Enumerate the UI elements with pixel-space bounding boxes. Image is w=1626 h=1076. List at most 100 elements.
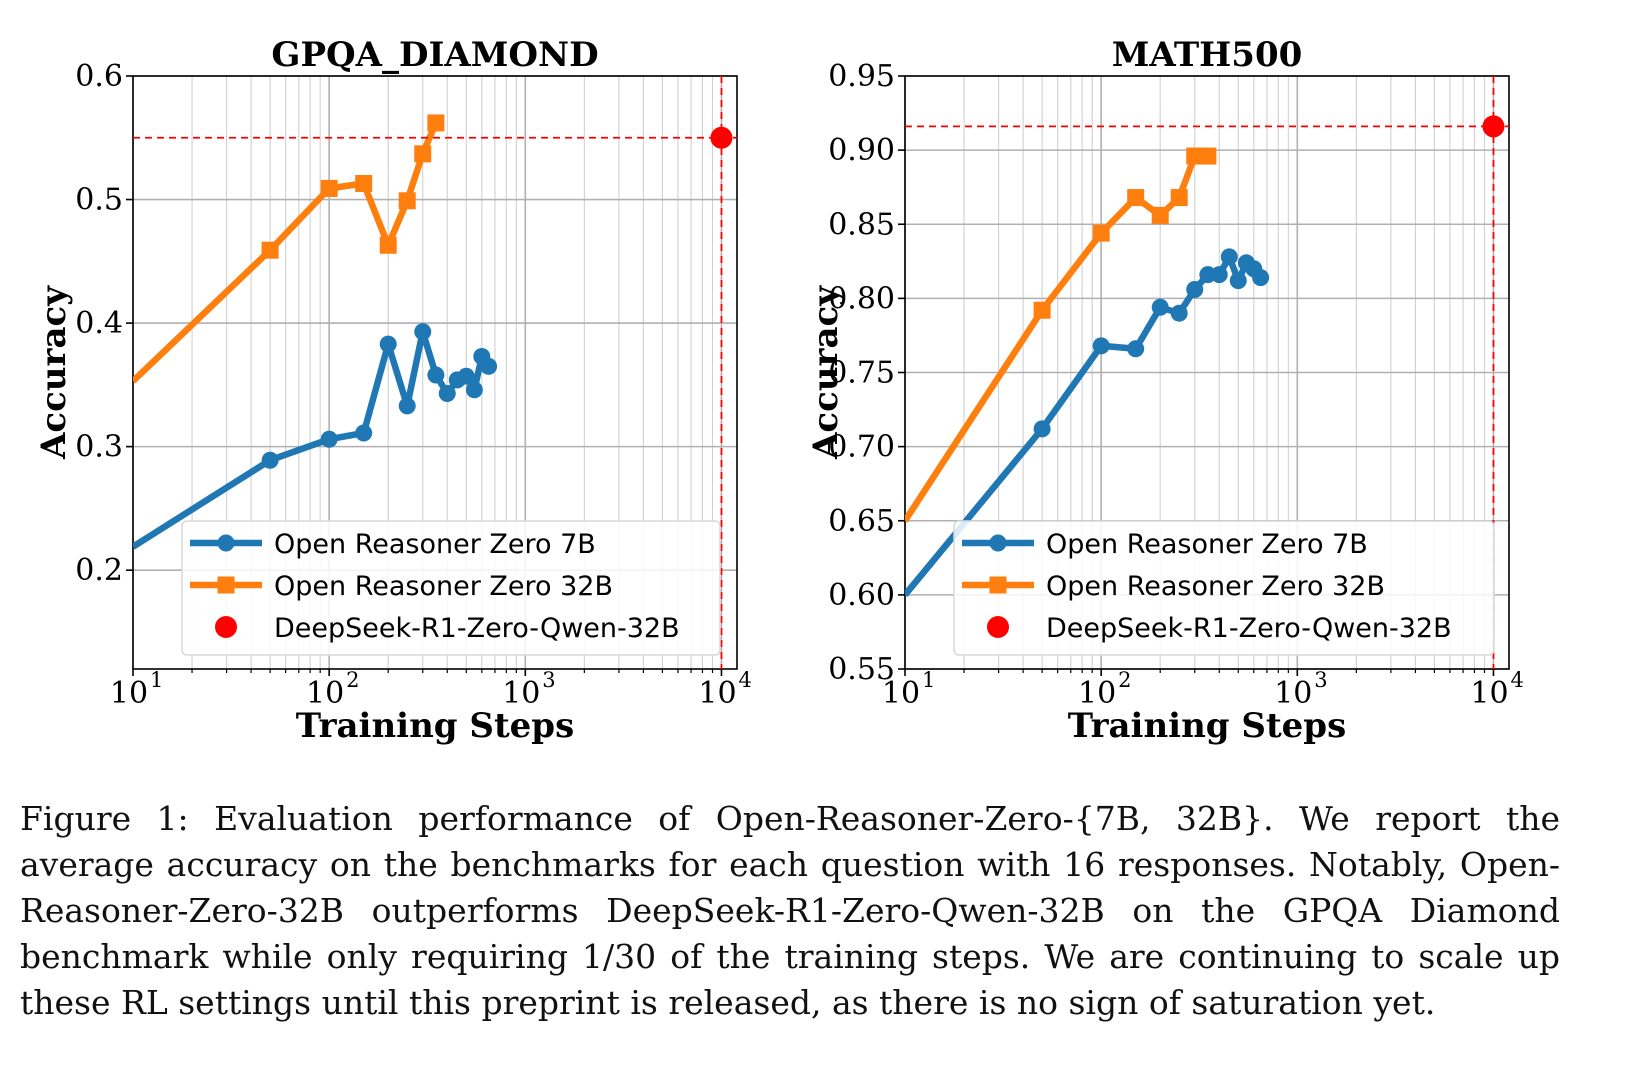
legend-box [181,520,721,656]
x-tick-exponent: 2 [1118,668,1131,692]
data-point [414,323,432,341]
x-tick-exponent: 1 [922,668,935,692]
x-tick-exponent: 4 [738,668,751,692]
plot-frame [132,75,738,670]
x-axis-label: Training Steps [1068,706,1346,746]
x-tick-exponent: 3 [1314,668,1327,692]
legend: Open Reasoner Zero 7B Open Reasoner Zero … [953,520,1495,656]
y-tick-label: 0.80 [828,281,895,316]
data-point [398,192,416,210]
x-tick-label: 10 [1470,676,1508,711]
legend-label: DeepSeek-R1-Zero-Qwen-32B [274,613,680,644]
series-3 [133,76,737,669]
data-point [320,179,338,197]
x-tick-exponent: 3 [542,668,555,692]
data-point [1092,337,1110,355]
legend-marker [989,576,1007,594]
data-point [398,397,416,415]
x-tick-exponent: 1 [150,668,163,692]
data-point [1151,206,1169,224]
y-tick-label: 0.6 [75,59,123,94]
legend-box [953,520,1495,656]
x-tick-label: 10 [1078,676,1116,711]
legend-label: Open Reasoner Zero 7B [274,529,596,560]
legend-item-1: Open Reasoner Zero 7B [190,529,596,560]
x-tick-label: 10 [698,676,736,711]
data-point [438,385,456,403]
data-point [1199,147,1217,165]
data-point [1252,269,1270,287]
x-tick-label: 10 [306,676,344,711]
y-tick-label: 0.4 [75,306,123,341]
chart-panel-1: 0.20.30.40.50.610 1 10 2 10 3 10 4GPQA_DIAMONDT… [34,35,752,746]
y-axis-label: Accuracy [34,285,74,460]
series-1 [905,248,1270,597]
data-point [1210,266,1228,284]
legend-marker [989,534,1007,552]
x-tick-label: 10 [502,676,540,711]
y-tick-label: 0.65 [828,504,895,539]
y-axis-label: Accuracy [806,285,846,460]
data-point [355,424,373,442]
figure-caption: Figure 1: Evaluation performance of Open… [20,799,1560,1022]
data-point [457,367,475,385]
legend-label: Open Reasoner Zero 7B [1046,529,1368,560]
data-point [379,335,397,353]
legend-label: Open Reasoner Zero 32B [274,571,613,602]
data-point [427,366,445,384]
y-tick-label: 0.2 [75,553,123,588]
data-point [1186,280,1204,298]
y-tick-label: 0.60 [828,578,895,613]
data-point [1127,189,1145,207]
y-tick-label: 0.75 [828,356,895,391]
chart-title: MATH500 [1112,35,1303,75]
series-2 [905,147,1217,523]
data-point [1186,147,1204,165]
x-tick-exponent: 4 [1510,668,1523,692]
y-tick-label: 0.70 [828,430,895,465]
legend-marker [987,616,1009,638]
legend-marker [217,534,235,552]
data-point [261,241,279,259]
y-tick-label: 0.85 [828,207,895,242]
plot-area [133,76,737,669]
data-point [1127,340,1145,358]
legend-item-2: Open Reasoner Zero 32B [962,571,1385,602]
data-point [1170,189,1188,207]
legend-item-3: DeepSeek-R1-Zero-Qwen-32B [215,613,680,644]
data-point [1482,115,1505,138]
legend: Open Reasoner Zero 7B Open Reasoner Zero … [181,520,721,656]
data-point [465,381,483,399]
series-2 [133,114,445,384]
legend-item-3: DeepSeek-R1-Zero-Qwen-32B [987,613,1452,644]
data-point [320,430,338,448]
legend-label: DeepSeek-R1-Zero-Qwen-32B [1046,613,1452,644]
data-point [261,451,279,469]
data-point [427,114,445,132]
x-tick-exponent: 2 [346,668,359,692]
data-point [1220,248,1238,266]
figure: 0.20.30.40.50.610 1 10 2 10 3 10 4GPQA_DIAMONDT… [34,35,1524,746]
data-point [414,145,432,163]
legend-marker [215,616,237,638]
data-point [1229,272,1247,290]
x-tick-label: 10 [882,676,920,711]
data-point [1092,224,1110,242]
legend-item-2: Open Reasoner Zero 32B [190,571,613,602]
legend-item-1: Open Reasoner Zero 7B [962,529,1368,560]
series-1 [133,323,498,550]
x-tick-label: 10 [110,676,148,711]
data-point [480,357,498,375]
y-tick-label: 0.5 [75,183,123,218]
series-line [133,328,492,550]
chart-title: GPQA_DIAMOND [271,35,598,75]
data-point [1033,301,1051,319]
y-tick-label: 0.95 [828,59,895,94]
data-point [710,126,733,149]
y-tick-label: 0.3 [75,430,123,465]
x-tick-label: 10 [1274,676,1312,711]
legend-marker [217,576,235,594]
data-point [379,236,397,254]
data-point [355,174,373,192]
